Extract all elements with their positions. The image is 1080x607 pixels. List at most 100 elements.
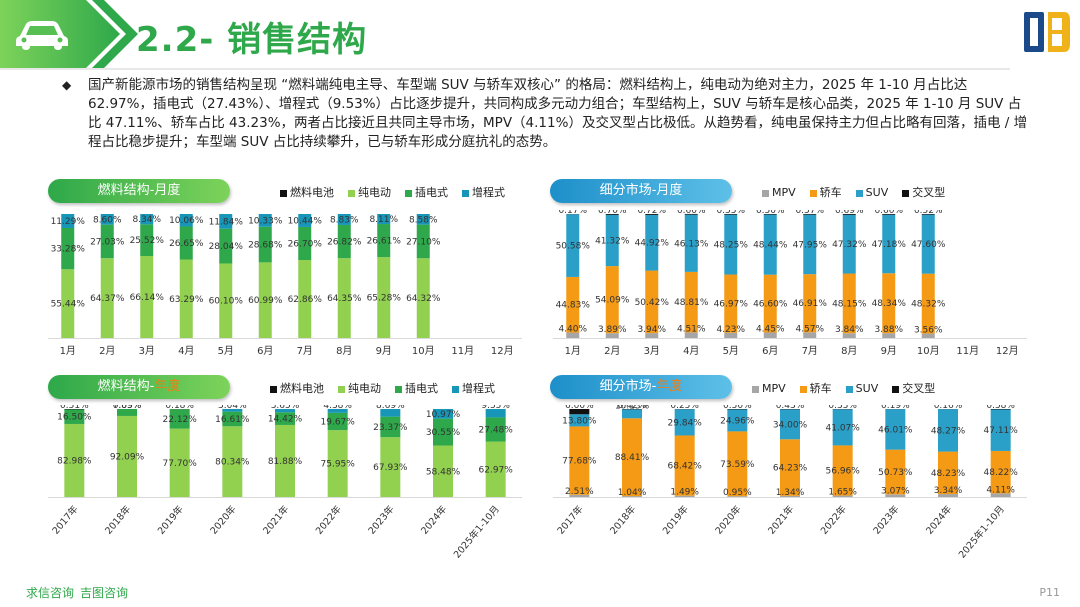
data-label: 55.44% — [51, 300, 86, 310]
page-number: P11 — [1039, 586, 1060, 599]
bar-fuel_monthly-增程式-3 — [179, 214, 193, 227]
bar-fuel_monthly-纯电动-9 — [416, 258, 430, 338]
bar-seg_monthly-SUV-0 — [566, 214, 580, 277]
x-tick-label: 2024年 — [418, 503, 449, 537]
brand-logo-icon — [1024, 12, 1070, 52]
legend-label: 纯电动 — [358, 186, 391, 199]
bar-seg_yearly-轿车-1 — [622, 418, 642, 497]
legend-swatch — [395, 385, 402, 393]
data-label: 65.28% — [367, 294, 402, 304]
bar-fuel_yearly-纯电动-6 — [380, 437, 401, 497]
bar-fuel_yearly-插电式-1 — [117, 409, 137, 416]
bar-seg_monthly-MPV-7 — [842, 333, 856, 338]
page-title: 2.2- 销售结构 — [136, 20, 368, 60]
legend-swatch — [462, 189, 469, 197]
data-label: 82.98% — [57, 456, 92, 466]
bar-seg_monthly-轿车-2 — [645, 270, 659, 334]
data-label: 0.17% — [558, 210, 587, 216]
bar-seg_monthly-交叉型-4 — [724, 214, 738, 215]
data-label: 64.37% — [90, 294, 125, 304]
data-label: 80.34% — [215, 458, 250, 468]
bar-seg_yearly-SUV-2 — [674, 409, 695, 436]
data-label: 47.11% — [984, 426, 1019, 436]
bar-fuel_yearly-增程式-6 — [380, 409, 401, 417]
legend-label: 插电式 — [405, 382, 438, 395]
bar-fuel_monthly-纯电动-4 — [219, 263, 233, 338]
x-tick-label: 7月 — [297, 345, 313, 357]
footer-brand-2: 吉图咨询 — [80, 586, 129, 600]
bar-seg_monthly-轿车-4 — [724, 274, 738, 333]
bar-seg_yearly-MPV-5 — [832, 495, 853, 497]
x-tick-label: 2017年 — [50, 503, 81, 537]
data-label: 10.06% — [169, 216, 204, 226]
bar-seg_monthly-轿车-0 — [566, 276, 580, 333]
bar-seg_monthly-MPV-4 — [724, 332, 738, 338]
legend-item: 增程式 — [452, 380, 495, 396]
data-label: 88.41% — [615, 453, 650, 463]
data-label: 68.42% — [668, 462, 703, 472]
x-tick-label: 3月 — [644, 345, 660, 357]
bar-seg_yearly-SUV-3 — [727, 409, 748, 432]
data-label: 60.99% — [248, 296, 283, 306]
bar-fuel_monthly-增程式-9 — [416, 214, 430, 225]
data-label: 3.84% — [835, 325, 864, 335]
data-label: 25.52% — [130, 236, 165, 246]
x-tick-label: 12月 — [996, 345, 1019, 357]
bar-seg_monthly-MPV-8 — [882, 333, 896, 338]
data-label: 0.60% — [874, 210, 903, 216]
data-label: 0.16% — [934, 405, 963, 411]
bar-seg_monthly-SUV-9 — [921, 214, 935, 274]
bar-fuel_monthly-增程式-5 — [258, 214, 272, 227]
x-tick-label: 11月 — [451, 345, 474, 357]
x-tick-label: 1月 — [565, 345, 581, 357]
pill-fuel-yearly: 燃料结构-年度 — [48, 375, 230, 399]
legend-item: 轿车 — [809, 184, 842, 200]
data-label: 3.07% — [881, 486, 910, 496]
chart-fuel-yearly: 82.98% 16.50% 0.51% 2017年 92.09% 7.89%0.03% 20… — [48, 405, 522, 561]
legend-item: MPV — [762, 186, 796, 199]
data-label: 23.37% — [373, 423, 408, 433]
bar-fuel_monthly-纯电动-8 — [377, 257, 391, 338]
bar-fuel_monthly-插电式-4 — [219, 228, 233, 264]
data-label: 47.32% — [832, 240, 867, 250]
bar-seg_monthly-交叉型-5 — [763, 214, 777, 215]
bar-seg_yearly-交叉型-8 — [990, 408, 1011, 410]
legend-swatch — [902, 189, 910, 197]
bar-seg_yearly-轿车-5 — [832, 445, 853, 496]
data-label: 48.32% — [911, 300, 946, 310]
pill-fuel-yearly-accent: 年度 — [154, 379, 181, 394]
bar-seg_monthly-MPV-5 — [763, 332, 777, 338]
x-tick-label: 6月 — [762, 345, 778, 357]
x-tick-label: 5月 — [218, 345, 234, 357]
data-label: 47.95% — [793, 240, 828, 250]
bar-seg_yearly-轿车-7 — [938, 451, 958, 495]
data-label: 0.50% — [756, 210, 785, 216]
data-label: 6.00% — [565, 405, 594, 411]
bar-fuel_yearly-插电式-8 — [485, 417, 506, 442]
bar-seg_yearly-SUV-0 — [569, 414, 590, 427]
data-label: 4.11% — [986, 485, 1015, 495]
pill-seg-yearly-label: 细分市场- — [599, 379, 657, 394]
bar-seg_yearly-轿车-2 — [674, 435, 695, 496]
legend-swatch — [452, 385, 459, 393]
bar-fuel_monthly-增程式-4 — [219, 214, 233, 229]
x-tick-label: 2021年 — [765, 503, 796, 537]
x-tick-label: 2025年1-10月 — [451, 503, 502, 560]
x-tick-label: 12月 — [491, 345, 514, 357]
data-label: 0.33% — [828, 405, 857, 411]
bar-seg_yearly-轿车-3 — [727, 431, 748, 497]
bar-seg_yearly-SUV-4 — [780, 409, 800, 440]
bar-fuel_monthly-插电式-9 — [416, 224, 430, 259]
legend-item: SUV — [855, 186, 888, 199]
data-label: 75.95% — [321, 460, 356, 470]
bar-seg_monthly-SUV-1 — [605, 214, 619, 267]
x-tick-label: 2020年 — [208, 503, 239, 537]
data-label: 77.68% — [562, 457, 597, 467]
legend-item: 轿车 — [799, 380, 832, 396]
data-label: 0.60% — [677, 210, 706, 216]
bar-seg_yearly-SUV-5 — [832, 409, 853, 446]
data-label: 7.89% — [113, 405, 142, 411]
legend-swatch — [405, 189, 412, 197]
data-label: 60.10% — [209, 297, 244, 307]
bar-fuel_monthly-增程式-2 — [140, 214, 154, 225]
